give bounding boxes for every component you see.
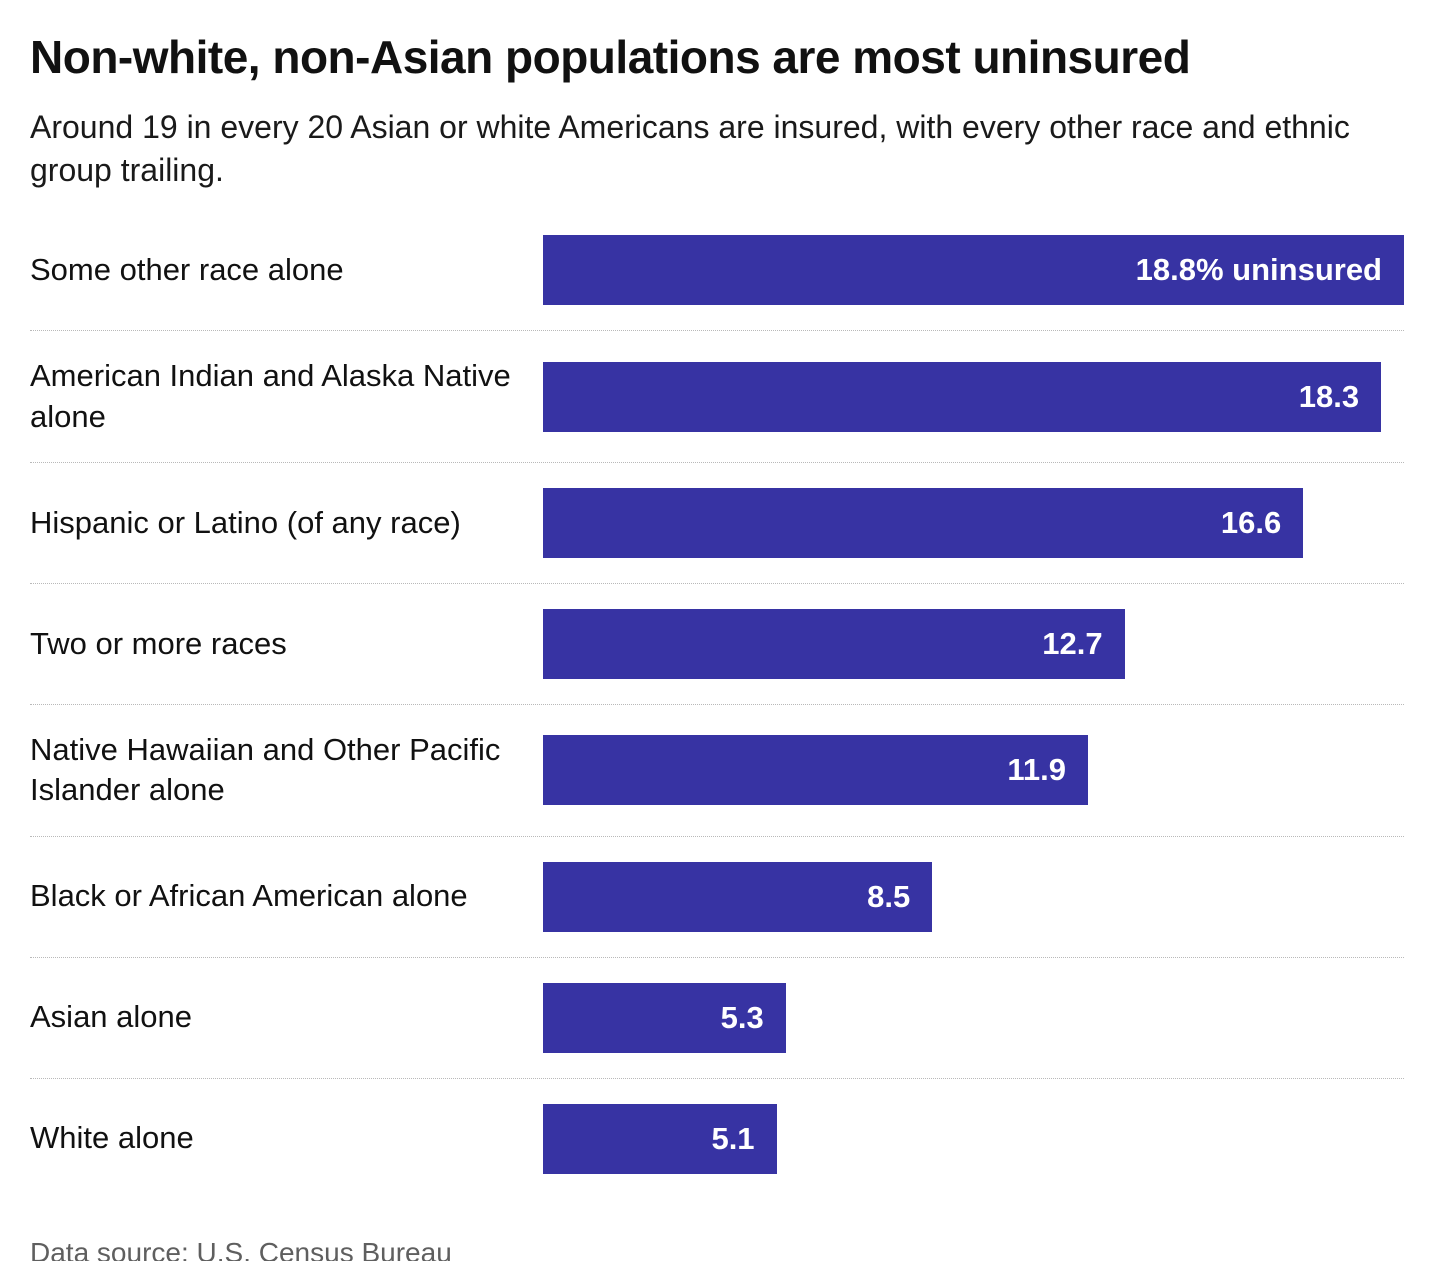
category-label: Hispanic or Latino (of any race) [30,504,461,540]
bar: 16.6 [543,487,1304,558]
bar: 12.7 [543,608,1125,679]
category-label: Asian alone [30,999,193,1035]
bar: 18.8% uninsured [543,235,1404,306]
chart-row: Native Hawaiian and Other Pacific Island… [30,705,1404,837]
bar-value-label: 18.3 [1298,378,1360,414]
bar-value-label: 12.7 [1042,625,1103,661]
chart-row: White alone 5.1 [30,1079,1404,1199]
bar: 8.5 [543,861,933,932]
chart-subtitle: Around 19 in every 20 Asian or white Ame… [30,109,1350,189]
bar-track: 8.5 [543,861,1404,932]
bar: 18.3 [543,361,1382,432]
chart-row: Black or African American alone 8.5 [30,837,1404,958]
bar-track: 18.3 [543,361,1404,432]
bar-value-label: 16.6 [1220,504,1282,540]
bar-track: 12.7 [543,608,1404,679]
bar: 11.9 [543,735,1088,806]
chart-row: American Indian and Alaska Native alone 1… [30,331,1404,463]
bar-track: 11.9 [543,735,1404,806]
bar-value-label: 11.9 [1007,752,1066,788]
bar: 5.3 [543,982,786,1053]
chart-row: Some other race alone 18.8% uninsured [30,210,1404,332]
bar-track: 5.1 [543,1103,1404,1174]
bar-track: 16.6 [543,487,1404,558]
category-label: Native Hawaiian and Other Pacific Island… [30,731,501,808]
chart-row: Two or more races 12.7 [30,584,1404,705]
bar-value-label: 5.3 [720,999,764,1035]
bar-chart: Some other race alone 18.8% uninsured Amer… [30,210,1404,1198]
chart-footer: Data source: U.S. Census Bureau By Evan … [30,1233,1404,1261]
bar-value-label: 18.8% uninsured [1135,252,1382,288]
category-label: American Indian and Alaska Native alone [30,358,511,434]
category-label: Two or more races [30,625,287,661]
category-label: Some other race alone [30,252,344,288]
category-label: Black or African American alone [30,878,468,914]
bar-track: 5.3 [543,982,1404,1053]
chart-title: Non-white, non-Asian populations are mos… [30,31,1191,83]
bar: 5.1 [543,1103,777,1174]
bar-value-label: 5.1 [711,1120,755,1156]
bar-track: 18.8% uninsured [543,235,1404,306]
data-source: Data source: U.S. Census Bureau [30,1236,452,1261]
category-label: White alone [30,1120,194,1156]
bar-value-label: 8.5 [867,878,911,914]
chart-row: Asian alone 5.3 [30,958,1404,1079]
chart-row: Hispanic or Latino (of any race) 16.6 [30,463,1404,584]
